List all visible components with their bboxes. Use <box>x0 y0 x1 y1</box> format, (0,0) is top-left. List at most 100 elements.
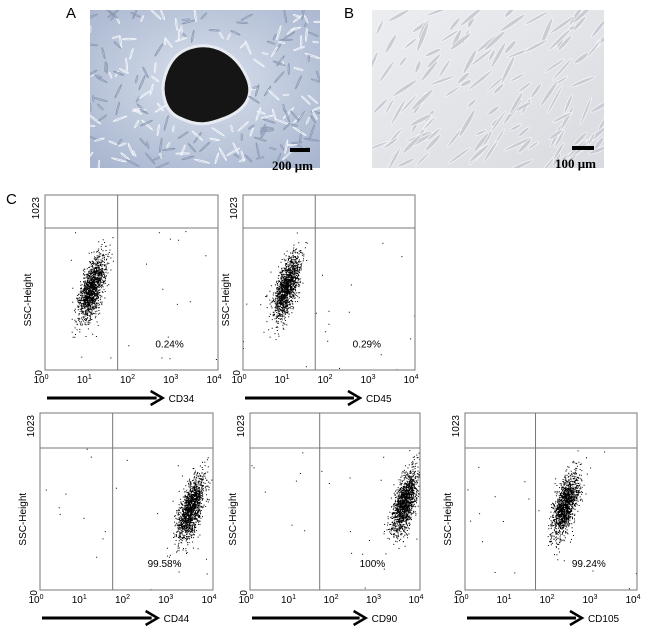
cell <box>282 103 286 112</box>
cell <box>90 102 92 113</box>
cell <box>174 17 178 31</box>
cell <box>425 10 454 17</box>
cell <box>104 60 107 73</box>
cell <box>310 115 316 124</box>
arrow-head <box>145 609 161 627</box>
y-tick-label: 0 <box>34 370 45 376</box>
cell <box>293 67 304 71</box>
y-tick-label: 1023 <box>26 415 37 438</box>
cell <box>200 12 208 20</box>
y-axis-label: SSC-Height <box>228 493 239 546</box>
cell <box>268 147 277 151</box>
scale-bar <box>290 148 310 152</box>
plot-frame <box>242 194 416 371</box>
cell <box>132 108 143 115</box>
cell <box>151 75 160 83</box>
cell <box>218 147 227 162</box>
cell <box>291 124 298 127</box>
cell <box>310 78 320 84</box>
y-tick-label: 1023 <box>31 197 42 220</box>
tick-base: 10 <box>360 375 372 386</box>
cell <box>313 20 320 23</box>
cell <box>209 137 221 142</box>
cell <box>304 15 309 24</box>
cell <box>193 131 202 144</box>
x-tick-label: 100 <box>238 594 253 606</box>
cell <box>249 127 254 137</box>
cell <box>429 75 455 86</box>
x-tick-label: 100 <box>28 594 43 606</box>
cell <box>233 153 240 158</box>
cell <box>129 47 134 60</box>
cell <box>402 134 422 154</box>
plot-frame <box>249 412 421 591</box>
tick-base: 10 <box>582 595 594 606</box>
cell <box>256 110 266 115</box>
x-tick-label: 100 <box>33 374 48 386</box>
cell <box>145 152 156 165</box>
cell <box>253 58 265 68</box>
x-tick-label: 102 <box>323 594 338 606</box>
cell <box>226 147 241 157</box>
cell <box>120 152 130 161</box>
cell <box>517 126 531 138</box>
cell <box>266 40 276 45</box>
cell <box>92 95 95 102</box>
y-axis-label: SSC-Height <box>23 273 34 326</box>
cell <box>154 43 164 57</box>
cell <box>552 58 573 81</box>
cell <box>164 38 167 46</box>
cell <box>301 10 306 20</box>
tick-exp: 1 <box>286 374 290 381</box>
cell <box>305 116 310 125</box>
cell <box>425 48 442 57</box>
cell <box>304 52 320 59</box>
cell <box>312 104 320 111</box>
cell <box>572 16 587 32</box>
cell <box>524 39 548 53</box>
cell <box>375 19 384 35</box>
x-tick-label: 102 <box>115 594 130 606</box>
cell <box>159 137 163 154</box>
tick-exp: 3 <box>377 594 381 601</box>
marker-label: CD34 <box>169 394 195 405</box>
cell <box>384 98 395 115</box>
cell <box>444 86 460 98</box>
cell <box>597 115 604 132</box>
cell <box>226 33 231 41</box>
cell <box>563 93 573 114</box>
cell <box>115 17 121 24</box>
percent-label: 0.24% <box>155 339 183 350</box>
y-tick-label: 1023 <box>236 415 247 438</box>
cell <box>238 158 246 163</box>
tick-base: 10 <box>366 595 378 606</box>
cell <box>316 70 320 84</box>
cell <box>139 119 153 127</box>
plot-frame <box>44 194 219 371</box>
cell <box>111 35 121 39</box>
tick-base: 10 <box>231 375 243 386</box>
cell <box>108 71 113 79</box>
cell <box>255 142 260 158</box>
tick-base: 10 <box>238 595 250 606</box>
x-tick-label: 101 <box>77 374 92 386</box>
x-tick-label: 103 <box>360 374 375 386</box>
cell <box>240 133 243 142</box>
tick-base: 10 <box>115 595 127 606</box>
x-tick-label: 104 <box>625 594 640 606</box>
cell <box>557 34 573 51</box>
cell <box>108 140 118 145</box>
cell <box>286 27 296 35</box>
cell <box>156 102 164 112</box>
cell <box>263 85 272 97</box>
cell <box>279 144 285 151</box>
tick-exp: 0 <box>45 374 49 381</box>
cell <box>282 93 290 97</box>
tick-base: 10 <box>158 595 170 606</box>
plot-frame <box>39 412 214 591</box>
cell <box>90 114 102 125</box>
